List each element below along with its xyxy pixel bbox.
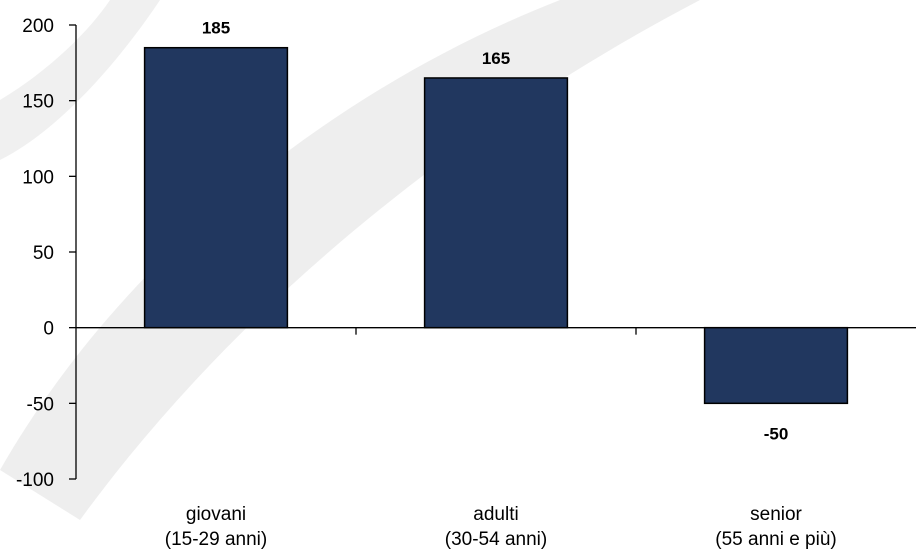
y-tick-label: 200 bbox=[22, 16, 54, 37]
x-category-label: senior bbox=[750, 504, 802, 525]
bar bbox=[703, 326, 849, 405]
y-tick-label: -50 bbox=[27, 394, 54, 415]
y-tick-label: 0 bbox=[43, 319, 54, 340]
y-tick-label: 100 bbox=[22, 167, 54, 188]
bar bbox=[143, 46, 289, 329]
y-tick-label: 150 bbox=[22, 92, 54, 113]
watermark-swoosh-inner bbox=[0, 0, 160, 160]
data-label: -50 bbox=[764, 424, 789, 443]
x-category-label: (15-29 anni) bbox=[165, 529, 267, 550]
watermark-swoosh-outer bbox=[0, 0, 700, 520]
x-category-label: (30-54 anni) bbox=[445, 529, 547, 550]
x-category-label: adulti bbox=[473, 504, 518, 525]
y-tick-label: 50 bbox=[33, 243, 54, 264]
x-category-label: (55 anni e più) bbox=[715, 529, 836, 550]
x-category-label: giovani bbox=[186, 504, 246, 525]
y-tick-label: -100 bbox=[16, 470, 54, 491]
data-label: 165 bbox=[482, 49, 510, 68]
data-label: 185 bbox=[202, 19, 230, 38]
plot-area: 200 150 100 50 0 -50 -100 185 giovani (15-29 anni… bbox=[16, 16, 916, 550]
watermark-logo bbox=[0, 0, 700, 520]
bar bbox=[423, 77, 569, 329]
